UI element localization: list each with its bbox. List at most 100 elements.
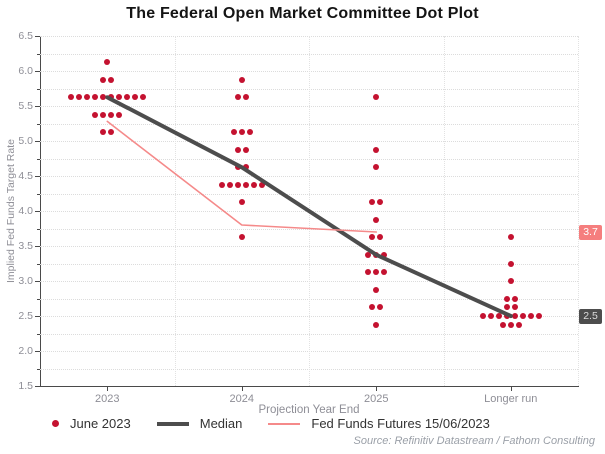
y-tick-major	[35, 36, 40, 37]
source-text: Source: Refinitiv Datastream / Fathom Co…	[353, 435, 596, 447]
x-tick	[510, 386, 512, 391]
projection-dot	[527, 313, 534, 319]
y-tick-minor	[37, 123, 40, 125]
projection-dot	[511, 313, 518, 319]
projection-dot	[108, 111, 115, 118]
y-tick-major	[35, 141, 40, 142]
y-tick-minor	[37, 263, 40, 265]
projection-dot	[507, 278, 514, 284]
x-tick	[107, 386, 109, 391]
projection-dot	[100, 94, 107, 101]
legend-label: Median	[199, 416, 243, 431]
projection-dot	[495, 313, 502, 319]
projection-dot	[503, 295, 510, 302]
y-tick-label: 3.0	[18, 275, 33, 287]
legend-item: Median	[156, 416, 243, 431]
y-tick-major	[35, 211, 40, 212]
projection-dot	[365, 251, 372, 258]
projection-dot	[84, 94, 91, 101]
y-tick-label: 5.0	[18, 135, 33, 147]
projection-dot	[479, 313, 486, 319]
y-tick-label: 3.5	[18, 240, 33, 252]
projection-dot	[234, 94, 241, 101]
y-tick-major	[35, 351, 40, 352]
projection-dot	[365, 269, 372, 276]
projection-dot	[373, 146, 380, 153]
legend-label: June 2023	[70, 416, 131, 431]
y-tick-major	[35, 316, 40, 317]
projection-dot	[515, 321, 522, 328]
projection-dot	[68, 94, 75, 101]
projection-dot	[242, 94, 249, 101]
projection-dot	[369, 199, 376, 206]
projection-dot	[92, 94, 99, 101]
projection-dot	[104, 59, 111, 66]
legend-dot-marker	[52, 420, 59, 427]
projection-dot	[124, 94, 131, 101]
series-lines	[105, 95, 513, 318]
projection-dot	[108, 76, 115, 83]
projection-dot	[507, 234, 514, 241]
projection-dot	[511, 295, 518, 302]
projection-dot	[377, 234, 384, 241]
projection-dot	[258, 181, 265, 188]
projection-dot	[132, 94, 139, 101]
projection-dot	[373, 216, 380, 223]
x-tick-label: 2023	[95, 393, 120, 405]
y-tick-label: 1.5	[18, 380, 33, 392]
end-value-label: 3.7	[579, 224, 602, 240]
gridline-vertical	[578, 36, 579, 386]
projection-dot	[92, 111, 99, 118]
y-tick-major	[35, 71, 40, 72]
y-tick-major	[35, 106, 40, 107]
projection-dot	[242, 146, 249, 153]
projection-dot	[234, 181, 241, 188]
y-tick-minor	[37, 53, 40, 55]
y-tick-minor	[37, 333, 40, 335]
projection-dot	[535, 313, 542, 319]
y-tick-minor	[37, 368, 40, 370]
y-tick-major	[35, 281, 40, 282]
projection-dot	[100, 76, 107, 83]
projection-dot	[373, 269, 380, 276]
y-tick-minor	[37, 88, 40, 90]
y-tick-label: 4.5	[18, 170, 33, 182]
projection-dot	[234, 146, 241, 153]
projection-dot	[487, 313, 494, 319]
y-tick-minor	[37, 158, 40, 160]
x-tick-label: 2024	[229, 393, 254, 405]
x-tick	[241, 386, 243, 391]
legend-item: Fed Funds Futures 15/06/2023	[268, 416, 490, 431]
legend: June 2023 Median Fed Funds Futures 15/06/2…	[52, 416, 490, 431]
futures-line	[106, 120, 378, 233]
projection-dot	[238, 199, 245, 206]
projection-dot	[108, 129, 115, 136]
projection-dot	[238, 76, 245, 83]
y-tick-minor	[37, 298, 40, 300]
projection-dot	[381, 251, 388, 258]
projection-dot	[373, 286, 380, 293]
x-axis-title: Projection Year End	[258, 404, 360, 416]
projection-dot	[226, 181, 233, 188]
legend-item: June 2023	[52, 416, 131, 431]
projection-dot	[377, 304, 384, 311]
chart-title: The Federal Open Market Committee Dot Pl…	[126, 5, 479, 22]
projection-dot	[507, 260, 514, 267]
projection-dot	[519, 313, 526, 319]
x-tick	[376, 386, 378, 391]
y-tick-label: 6.0	[18, 65, 33, 77]
legend-label: Fed Funds Futures 15/06/2023	[311, 416, 490, 431]
projection-dot	[246, 129, 253, 136]
projection-dot	[499, 321, 506, 328]
legend-line-marker	[268, 422, 301, 425]
projection-dot	[373, 164, 380, 171]
median-line	[105, 95, 513, 318]
y-tick-major	[35, 246, 40, 247]
y-tick-major	[35, 386, 40, 387]
legend-line-marker	[156, 421, 189, 426]
projection-dot	[242, 181, 249, 188]
projection-dot	[100, 129, 107, 136]
projection-dot	[511, 304, 518, 311]
y-tick-label: 5.5	[18, 100, 33, 112]
